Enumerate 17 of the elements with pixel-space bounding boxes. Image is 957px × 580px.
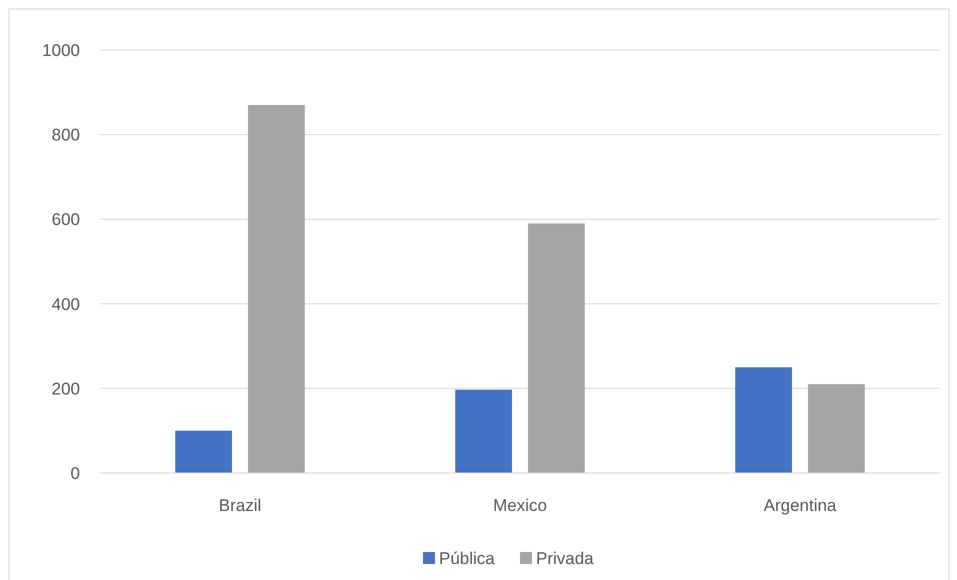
y-tick-label: 1000 — [42, 40, 80, 60]
legend-label: Privada — [536, 548, 594, 568]
bar — [455, 390, 512, 473]
y-tick-label: 800 — [52, 126, 80, 145]
y-tick-label: 600 — [52, 210, 80, 230]
x-tick-label: Brazil — [218, 496, 262, 515]
bar — [248, 104, 305, 473]
y-tick-label: 0 — [70, 464, 80, 483]
legend-label: Pública — [439, 548, 496, 568]
bar — [808, 384, 865, 473]
x-tick-label: Argentina — [764, 496, 837, 515]
bar — [528, 223, 585, 473]
y-tick-label: 400 — [52, 294, 80, 314]
y-tick-label: 200 — [52, 379, 80, 398]
x-tick-label: Mexico — [493, 496, 547, 515]
bar — [735, 367, 792, 473]
bar — [175, 430, 232, 473]
